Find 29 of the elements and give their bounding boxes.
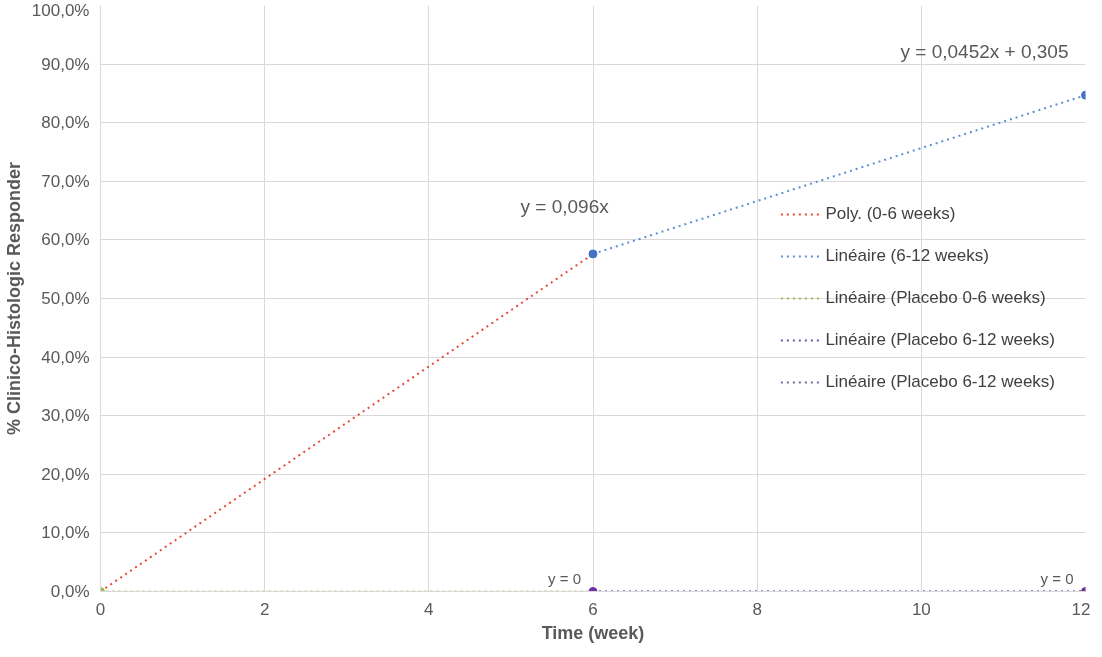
y-tick-label: 20,0% — [41, 464, 90, 484]
y-tick-label: 80,0% — [41, 113, 90, 133]
annotation: y = 0,096x — [520, 195, 610, 217]
y-tick-label: 40,0% — [41, 347, 90, 367]
x-axis-title: Time (week) — [541, 622, 645, 643]
y-axis-title: % Clinico-Histologic Responder — [3, 161, 24, 436]
x-tick-label: 0 — [95, 599, 106, 619]
x-tick-label: 2 — [259, 599, 270, 619]
x-tick-label: 12 — [1071, 599, 1091, 619]
y-tick-label: 60,0% — [41, 230, 90, 250]
x-tick-label: 10 — [911, 599, 931, 619]
x-tick-label: 6 — [588, 599, 598, 619]
annotation: y = 0 — [548, 569, 581, 587]
legend-label: Linéaire (Placebo 6-12 weeks) — [825, 372, 1055, 392]
x-tick-label: 8 — [752, 599, 762, 619]
y-tick-label: 0,0% — [50, 582, 90, 601]
x-tick-label: 4 — [424, 599, 434, 619]
y-tick-label: 50,0% — [41, 289, 90, 308]
y-tick-label: 10,0% — [41, 523, 90, 543]
legend-label: Poly. (0-6 weeks) — [825, 204, 956, 224]
y-tick-label: 70,0% — [41, 171, 90, 191]
y-tick-label: 30,0% — [41, 406, 90, 426]
y-tick-label: 100,0% — [31, 0, 90, 20]
y-tick-label: 90,0% — [41, 54, 90, 74]
annotation: y = 0,0452x + 0,305 — [900, 40, 1069, 62]
legend-label: Linéaire (6-12 weeks) — [825, 246, 989, 266]
annotation: y = 0 — [1040, 569, 1074, 587]
legend-label: Linéaire (Placebo 6-12 weeks) — [825, 330, 1055, 350]
legend-label: Linéaire (Placebo 0-6 weeks) — [825, 288, 1046, 308]
